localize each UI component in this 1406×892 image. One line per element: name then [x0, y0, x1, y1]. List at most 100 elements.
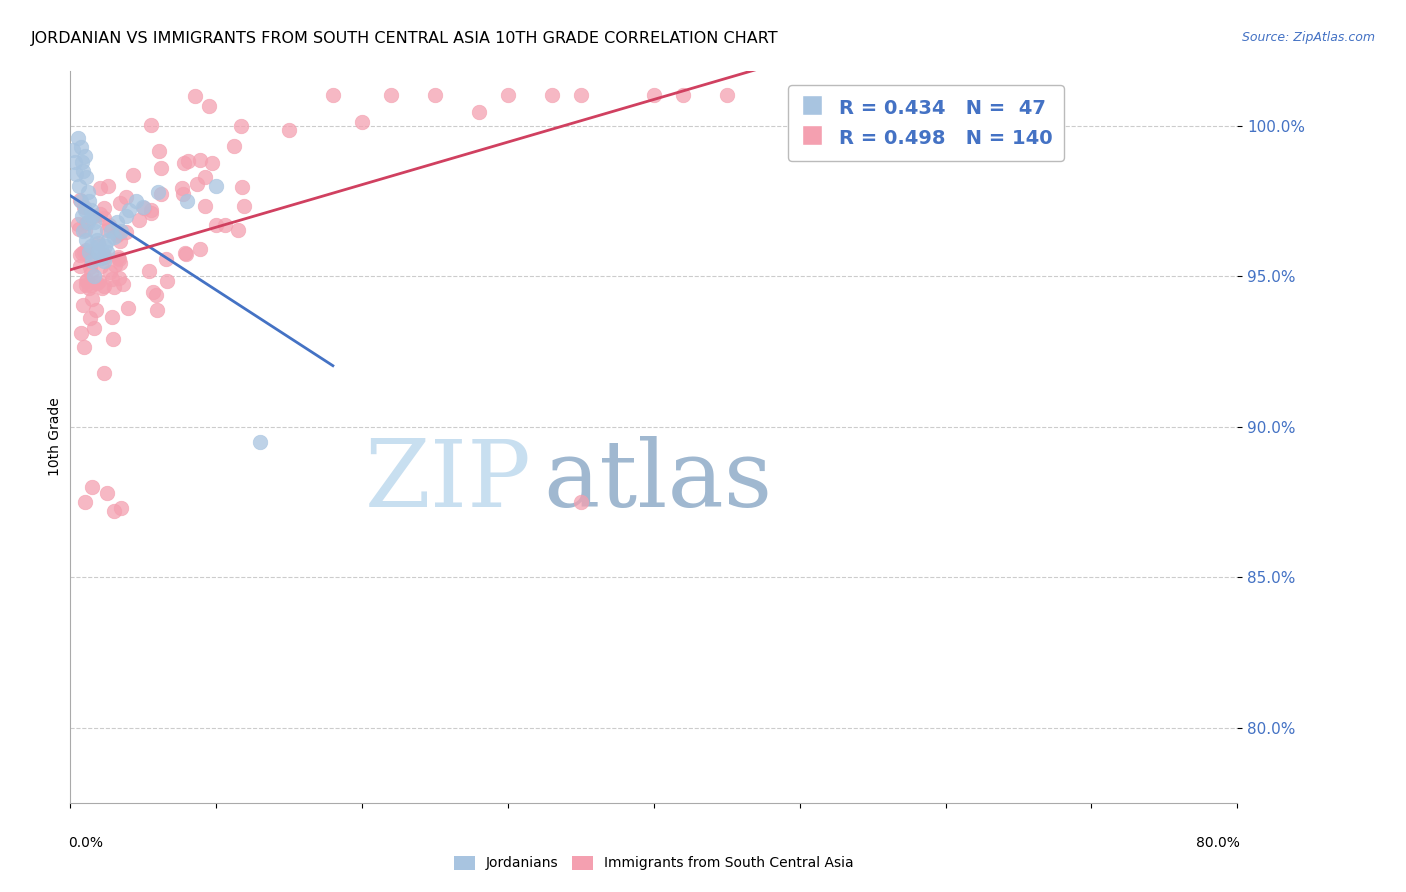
- Point: [789, 88, 811, 103]
- Point: [91, 244, 114, 259]
- Point: [322, 88, 344, 103]
- Point: [569, 88, 592, 103]
- Text: atlas: atlas: [543, 436, 772, 526]
- Point: [172, 186, 194, 201]
- Point: [132, 200, 155, 214]
- Point: [103, 280, 125, 294]
- Point: [142, 285, 165, 299]
- Point: [98, 265, 121, 279]
- Point: [148, 144, 170, 158]
- Point: [93, 278, 115, 293]
- Point: [67, 178, 90, 193]
- Point: [496, 88, 519, 103]
- Point: [108, 234, 131, 248]
- Point: [214, 218, 236, 232]
- Point: [105, 228, 128, 243]
- Point: [86, 302, 108, 317]
- Point: [380, 88, 402, 103]
- Point: [672, 88, 695, 103]
- Point: [73, 340, 96, 354]
- Point: [643, 88, 665, 103]
- Point: [70, 154, 93, 169]
- Point: [121, 168, 143, 182]
- Point: [201, 156, 224, 170]
- Point: [139, 118, 162, 132]
- Point: [183, 89, 205, 103]
- Point: [174, 247, 197, 261]
- Point: [70, 326, 93, 340]
- Point: [76, 215, 98, 229]
- Point: [86, 233, 108, 247]
- Point: [194, 169, 217, 184]
- Point: [100, 224, 122, 238]
- Point: [80, 266, 103, 280]
- Point: [72, 163, 94, 178]
- Point: [569, 495, 592, 509]
- Point: [194, 199, 217, 213]
- Point: [79, 260, 101, 274]
- Point: [108, 196, 131, 211]
- Point: [105, 215, 128, 229]
- Point: [93, 211, 115, 226]
- Point: [101, 332, 124, 346]
- Point: [468, 105, 491, 120]
- Point: [862, 88, 884, 103]
- Point: [93, 248, 115, 262]
- Point: [67, 218, 90, 232]
- Point: [83, 209, 105, 223]
- Point: [115, 190, 138, 204]
- Point: [75, 274, 97, 288]
- Point: [69, 278, 91, 293]
- Point: [75, 244, 97, 259]
- Point: [75, 233, 97, 247]
- Point: [716, 88, 738, 103]
- Point: [138, 264, 160, 278]
- Point: [125, 194, 148, 208]
- Point: [69, 194, 91, 208]
- Point: [115, 225, 138, 239]
- Point: [93, 201, 115, 215]
- Point: [176, 194, 198, 208]
- Point: [70, 245, 93, 260]
- Point: [134, 201, 156, 215]
- Point: [89, 207, 111, 221]
- Point: [63, 154, 86, 169]
- Point: [139, 202, 162, 217]
- Point: [231, 180, 253, 194]
- Point: [83, 268, 105, 283]
- Point: [278, 123, 301, 137]
- Point: [94, 239, 117, 253]
- Point: [90, 259, 112, 273]
- Point: [75, 169, 97, 184]
- Point: [112, 277, 135, 291]
- Point: [96, 485, 118, 500]
- Point: [101, 272, 124, 286]
- Point: [80, 202, 103, 217]
- Text: Source: ZipAtlas.com: Source: ZipAtlas.com: [1241, 31, 1375, 45]
- Point: [82, 209, 104, 223]
- Point: [93, 250, 115, 264]
- Point: [75, 278, 97, 293]
- Point: [75, 215, 97, 229]
- Point: [352, 114, 374, 128]
- Point: [205, 178, 228, 193]
- Point: [96, 179, 118, 194]
- Point: [72, 298, 94, 312]
- Point: [188, 153, 211, 168]
- Point: [82, 254, 104, 268]
- Point: [97, 233, 120, 247]
- Point: [77, 281, 100, 295]
- Point: [232, 199, 254, 213]
- Point: [128, 212, 150, 227]
- Point: [146, 185, 169, 199]
- Point: [107, 226, 129, 240]
- Point: [103, 504, 125, 518]
- Point: [117, 301, 139, 315]
- Point: [76, 185, 98, 199]
- Point: [145, 287, 167, 301]
- Point: [103, 230, 125, 244]
- Point: [107, 250, 129, 264]
- Point: [72, 224, 94, 238]
- Point: [173, 246, 195, 260]
- Point: [186, 177, 208, 191]
